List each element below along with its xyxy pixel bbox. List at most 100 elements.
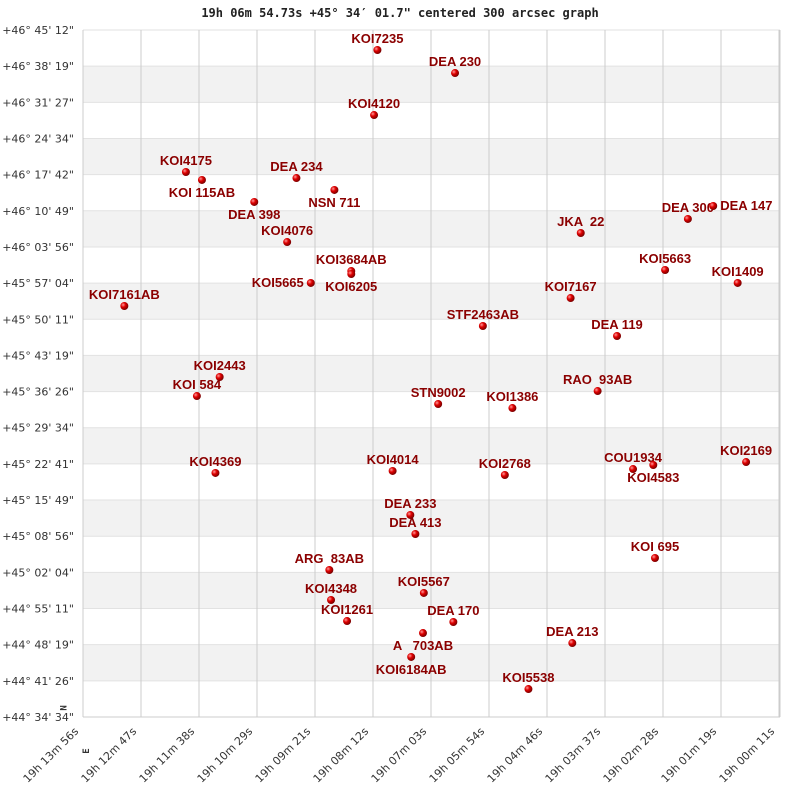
star-point[interactable]: STN9002 [411,385,466,409]
star-point[interactable]: DEA 170 [427,603,479,626]
star-point[interactable]: DEA 119 [591,317,643,340]
star-point[interactable]: KOI2443 [194,358,246,382]
star-marker[interactable] [742,458,751,467]
star-marker[interactable] [373,45,382,54]
star-point[interactable]: KOI7235 [351,31,403,54]
star-marker[interactable] [449,617,458,626]
star-point[interactable]: KOI 695 [631,539,679,563]
star-marker[interactable] [250,197,259,206]
star-marker[interactable] [649,461,658,470]
star-marker[interactable] [343,617,352,626]
star-label: DEA 230 [429,54,481,69]
star-point[interactable]: KOI1261 [321,602,373,626]
star-marker[interactable] [347,270,356,279]
star-marker[interactable] [451,69,460,78]
star-marker[interactable] [292,174,301,183]
star-point[interactable]: DEA 233 [384,496,436,519]
star-marker[interactable] [283,238,292,247]
star-point[interactable]: A 703AB [393,629,453,653]
star-marker[interactable] [709,202,718,211]
star-point[interactable]: JKA 22 [557,214,604,237]
star-marker[interactable] [566,294,575,303]
star-marker[interactable] [576,228,585,237]
x-tick-label: 19h 03m 37s [543,725,604,786]
star-point[interactable]: DEA 230 [429,54,481,78]
star-marker[interactable] [661,265,670,274]
star-point[interactable]: KOI4076 [261,223,313,247]
star-marker[interactable] [411,529,420,538]
y-tick-label: +45° 57' 04" [2,277,74,290]
star-point[interactable]: KOI4014 [367,452,420,475]
star-point[interactable]: KOI7161AB [89,287,160,311]
star-point[interactable]: KOI 115AB [169,175,235,200]
star-point[interactable]: DEA 413 [389,515,442,538]
star-marker[interactable] [211,468,220,477]
star-point[interactable]: DEA 398 [228,197,280,222]
star-point[interactable]: KOI4175 [160,153,212,176]
star-point[interactable]: ARG 83AB [295,551,364,575]
y-tick-label: +45° 15' 49" [2,494,74,507]
star-point[interactable]: DEA 213 [546,624,598,648]
y-tick-label: +44° 41' 26" [2,675,74,688]
star-marker[interactable] [629,465,638,474]
star-point[interactable]: KOI4583 [627,461,679,485]
star-marker[interactable] [568,639,577,648]
star-marker[interactable] [434,400,443,409]
star-point[interactable]: DEA 300 [662,200,714,223]
star-point[interactable]: KOI1409 [712,264,764,287]
star-marker[interactable] [478,321,487,330]
y-tick-label: +45° 08' 56" [2,530,74,543]
star-marker[interactable] [419,588,428,597]
star-marker[interactable] [330,185,339,194]
star-label: KOI2443 [194,358,246,373]
star-point[interactable]: KOI4348 [305,581,357,604]
star-point[interactable]: KOI6205 [325,270,377,294]
star-marker[interactable] [327,595,336,604]
star-point[interactable]: KOI4120 [348,96,400,120]
star-point[interactable]: KOI1386 [486,389,538,413]
star-marker[interactable] [683,214,692,223]
star-marker[interactable] [388,466,397,475]
star-point[interactable]: NSN 711 [308,185,360,210]
star-marker[interactable] [197,175,206,184]
star-point[interactable]: KOI4369 [189,454,241,477]
star-marker[interactable] [181,167,190,176]
star-marker[interactable] [325,566,334,575]
star-marker[interactable] [524,685,533,694]
star-point[interactable]: KOI7167 [545,279,597,303]
star-label: STN9002 [411,385,466,400]
star-marker[interactable] [613,331,622,340]
star-marker[interactable] [407,652,416,661]
star-label: KOI 584 [173,377,222,392]
star-point[interactable]: COU1934 [604,450,663,474]
star-label: KOI 115AB [169,185,235,200]
star-marker[interactable] [418,629,427,638]
star-marker[interactable] [192,392,201,401]
star-marker[interactable] [306,278,315,287]
star-point[interactable]: DEA 234 [270,159,323,183]
star-point[interactable]: KOI5665 [252,275,315,290]
star-point[interactable]: RAO 93AB [563,372,632,396]
star-point[interactable]: STF2463AB [447,307,519,330]
star-point[interactable]: KOI2169 [720,443,772,467]
star-marker[interactable] [593,387,602,396]
star-marker[interactable] [733,278,742,287]
star-label: KOI4348 [305,581,357,596]
y-tick-label: +44° 55' 11" [2,603,74,616]
star-point[interactable]: KOI 584 [173,377,222,401]
star-marker[interactable] [120,302,129,311]
star-marker[interactable] [370,111,379,120]
star-marker[interactable] [650,554,659,563]
star-marker[interactable] [500,470,509,479]
star-point[interactable]: KOI5567 [398,574,450,597]
star-point[interactable]: KOI5538 [502,670,554,694]
star-point[interactable]: DEA 147 [709,198,772,213]
star-marker[interactable] [508,404,517,413]
star-point[interactable]: KOI5663 [639,251,691,274]
star-label: KOI5538 [502,670,554,685]
star-point[interactable]: KOI2768 [479,456,531,479]
star-marker[interactable] [215,373,224,382]
star-marker[interactable] [406,510,415,519]
star-point[interactable]: KOI6184AB [376,652,447,677]
